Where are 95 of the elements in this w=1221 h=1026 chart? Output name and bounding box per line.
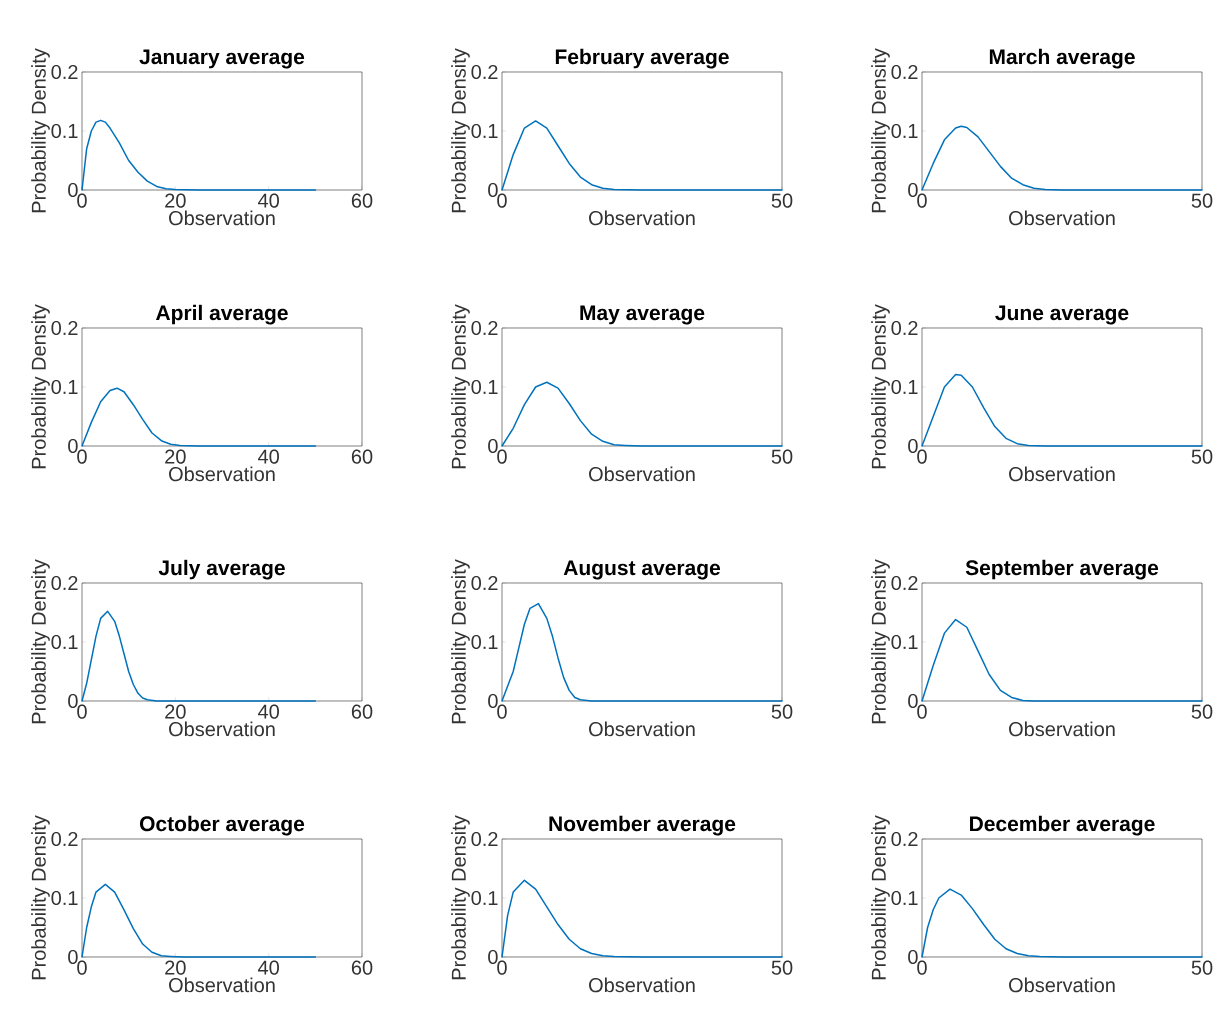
y-tick-label: 0.1 [51,123,78,139]
x-tick-label: 20 [165,193,186,208]
y-tick-label: 0 [68,182,78,198]
x-tick-label: 50 [1191,704,1213,719]
x-tick-label: 60 [351,704,373,719]
y-tick-label: 0.1 [51,890,78,906]
x-tick-label: 50 [1191,449,1213,464]
y-tick-label: 0.2 [891,320,918,336]
y-axis-title: Probability Density [451,48,470,213]
y-tick-label: 0 [68,438,78,454]
chart-title: April average [155,304,288,325]
line-series [81,883,317,958]
x-tick-label: 40 [258,449,279,464]
x-axis-title: Observation [1009,466,1115,482]
chart-title: December average [970,815,1155,836]
chart-title: July average [158,559,285,580]
y-tick-label: 0.1 [891,379,918,395]
chart-title: January average [139,49,305,69]
x-tick-label: 40 [258,193,279,208]
x-tick-label: 20 [165,704,186,719]
y-tick-label: 0 [488,949,498,965]
y-tick-label: 0.1 [471,123,498,139]
y-tick-label: 0.2 [891,64,918,80]
chart-title: September average [965,559,1159,580]
y-tick-label: 0.1 [891,890,918,906]
y-tick-label: 0 [908,438,918,454]
line-series [81,119,317,191]
x-axis-title: Observation [589,721,695,737]
x-axis-title: Observation [589,466,695,482]
x-tick-label: 50 [771,704,793,719]
x-tick-label: 50 [771,193,793,208]
x-tick-label: 20 [165,960,186,975]
x-tick-label: 40 [258,960,279,975]
x-axis-title: Observation [589,977,695,993]
y-tick-label: 0 [68,693,78,709]
y-tick-label: 0 [68,949,78,965]
y-axis-title: Probability Density [871,48,890,213]
y-axis-title: Probability Density [871,559,890,724]
y-axis-title: Probability Density [31,304,50,469]
y-tick-label: 0.2 [51,831,78,847]
y-tick-label: 0 [488,693,498,709]
y-tick-label: 0 [908,693,918,709]
y-tick-label: 0.1 [51,634,78,650]
y-axis-title: Probability Density [451,559,470,724]
y-tick-label: 0.2 [471,64,498,80]
y-tick-label: 0.2 [471,575,498,591]
line-series [81,387,317,447]
y-axis-title: Probability Density [871,815,890,980]
chart-title: October average [139,815,305,836]
y-tick-label: 0 [908,949,918,965]
y-tick-label: 0.2 [891,831,918,847]
x-axis-title: Observation [169,210,275,226]
y-axis-title: Probability Density [871,304,890,469]
x-tick-label: 20 [165,449,186,464]
y-tick-label: 0.1 [891,634,918,650]
x-tick-label: 50 [1191,960,1213,975]
y-tick-label: 0.1 [471,890,498,906]
x-axis-title: Observation [169,721,275,737]
y-axis-title: Probability Density [31,48,50,213]
chart-title: March average [989,48,1135,69]
chart-title: August average [563,560,721,580]
x-axis-title: Observation [169,977,275,993]
x-axis-title: Observation [1009,977,1115,993]
y-tick-label: 0.2 [471,831,498,847]
x-tick-label: 60 [351,960,373,975]
x-axis-title: Observation [589,210,695,226]
y-tick-label: 0.1 [471,634,498,650]
y-axis-title: Probability Density [451,304,470,469]
y-tick-label: 0 [488,438,498,454]
x-tick-label: 60 [351,449,373,464]
chart-title: June average [995,305,1129,325]
x-tick-label: 50 [771,449,793,464]
y-tick-label: 0.2 [471,320,498,336]
y-tick-label: 0 [488,182,498,198]
y-axis-title: Probability Density [31,559,50,724]
y-tick-label: 0.1 [51,379,78,395]
chart-title: May average [580,305,705,325]
y-tick-label: 0 [908,182,918,198]
x-axis-title: Observation [1009,721,1115,737]
y-tick-label: 0.2 [891,575,918,591]
x-tick-label: 50 [1191,193,1213,208]
y-tick-label: 0.2 [51,64,78,80]
x-axis-title: Observation [1009,210,1115,226]
y-tick-label: 0.2 [51,575,78,591]
chart-title: November average [549,815,736,836]
chart-title: February average [555,48,729,69]
y-axis-title: Probability Density [31,815,50,980]
x-tick-label: 40 [258,704,279,719]
x-tick-label: 60 [351,193,373,208]
y-tick-label: 0.1 [891,123,918,139]
x-axis-title: Observation [169,466,275,482]
y-tick-label: 0.1 [471,379,498,395]
y-tick-label: 0.2 [51,320,78,336]
y-axis-title: Probability Density [451,815,470,980]
x-tick-label: 50 [771,960,793,975]
